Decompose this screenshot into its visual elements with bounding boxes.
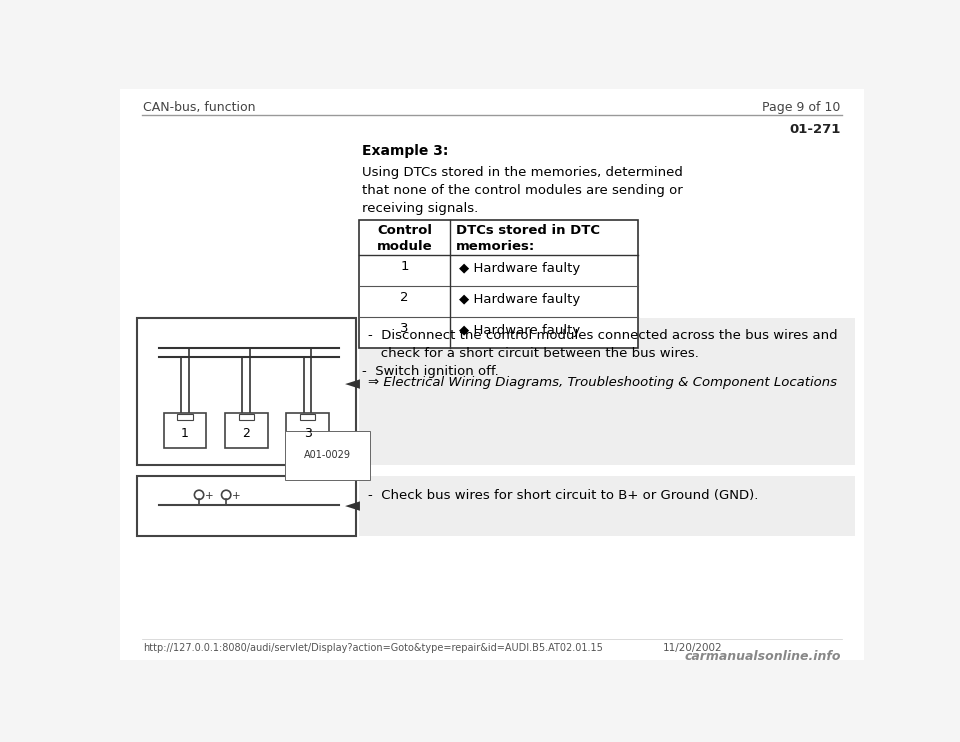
Text: 1: 1: [181, 427, 189, 440]
Text: 1: 1: [400, 260, 409, 273]
Bar: [359, 220, 637, 348]
Text: -  Check bus wires for short circuit to B+ or Ground (GND).: - Check bus wires for short circuit to B…: [368, 490, 758, 502]
Text: 01-271: 01-271: [789, 123, 841, 136]
Text: CAN-bus, function: CAN-bus, function: [143, 101, 255, 114]
Text: +: +: [204, 491, 213, 501]
Text: ◆ Hardware faulty: ◆ Hardware faulty: [460, 293, 581, 306]
Text: +: +: [231, 491, 240, 501]
Text: ⇒ Electrical Wiring Diagrams, Troubleshooting & Component Locations: ⇒ Electrical Wiring Diagrams, Troublesho…: [368, 376, 837, 390]
Text: http://127.0.0.1:8080/audi/servlet/Display?action=Goto&type=repair&id=AUDI.B5.AT: http://127.0.0.1:8080/audi/servlet/Displ…: [143, 643, 603, 654]
Text: Page 9 of 10: Page 9 of 10: [762, 101, 841, 114]
Text: ◆ Hardware faulty: ◆ Hardware faulty: [460, 324, 581, 337]
Bar: [359, 476, 854, 536]
Bar: [178, 414, 193, 420]
Bar: [239, 414, 254, 420]
Bar: [359, 318, 854, 464]
Text: 2: 2: [400, 291, 409, 304]
Bar: [300, 414, 315, 420]
Bar: [137, 318, 355, 464]
Text: ◆ Hardware faulty: ◆ Hardware faulty: [460, 262, 581, 275]
Bar: [137, 476, 355, 536]
Text: Example 3:: Example 3:: [362, 145, 448, 159]
Text: ◄: ◄: [345, 375, 360, 393]
Text: Using DTCs stored in the memories, determined
that none of the control modules a: Using DTCs stored in the memories, deter…: [362, 166, 683, 215]
Text: 11/20/2002: 11/20/2002: [662, 643, 722, 654]
Text: -  Disconnect the control modules connected across the bus wires and
   check fo: - Disconnect the control modules connect…: [368, 329, 838, 361]
Text: 3: 3: [400, 322, 409, 335]
Bar: [225, 413, 268, 448]
Text: A01-0029: A01-0029: [304, 450, 351, 460]
Text: 3: 3: [303, 427, 311, 440]
Bar: [286, 413, 329, 448]
Text: -  Switch ignition off.: - Switch ignition off.: [362, 365, 498, 378]
Text: 2: 2: [242, 427, 251, 440]
Text: DTCs stored in DTC
memories:: DTCs stored in DTC memories:: [456, 224, 600, 253]
Text: ◄: ◄: [345, 496, 360, 515]
Text: carmanualsonline.info: carmanualsonline.info: [684, 649, 841, 663]
Text: Control
module: Control module: [376, 224, 432, 253]
Bar: [164, 413, 206, 448]
